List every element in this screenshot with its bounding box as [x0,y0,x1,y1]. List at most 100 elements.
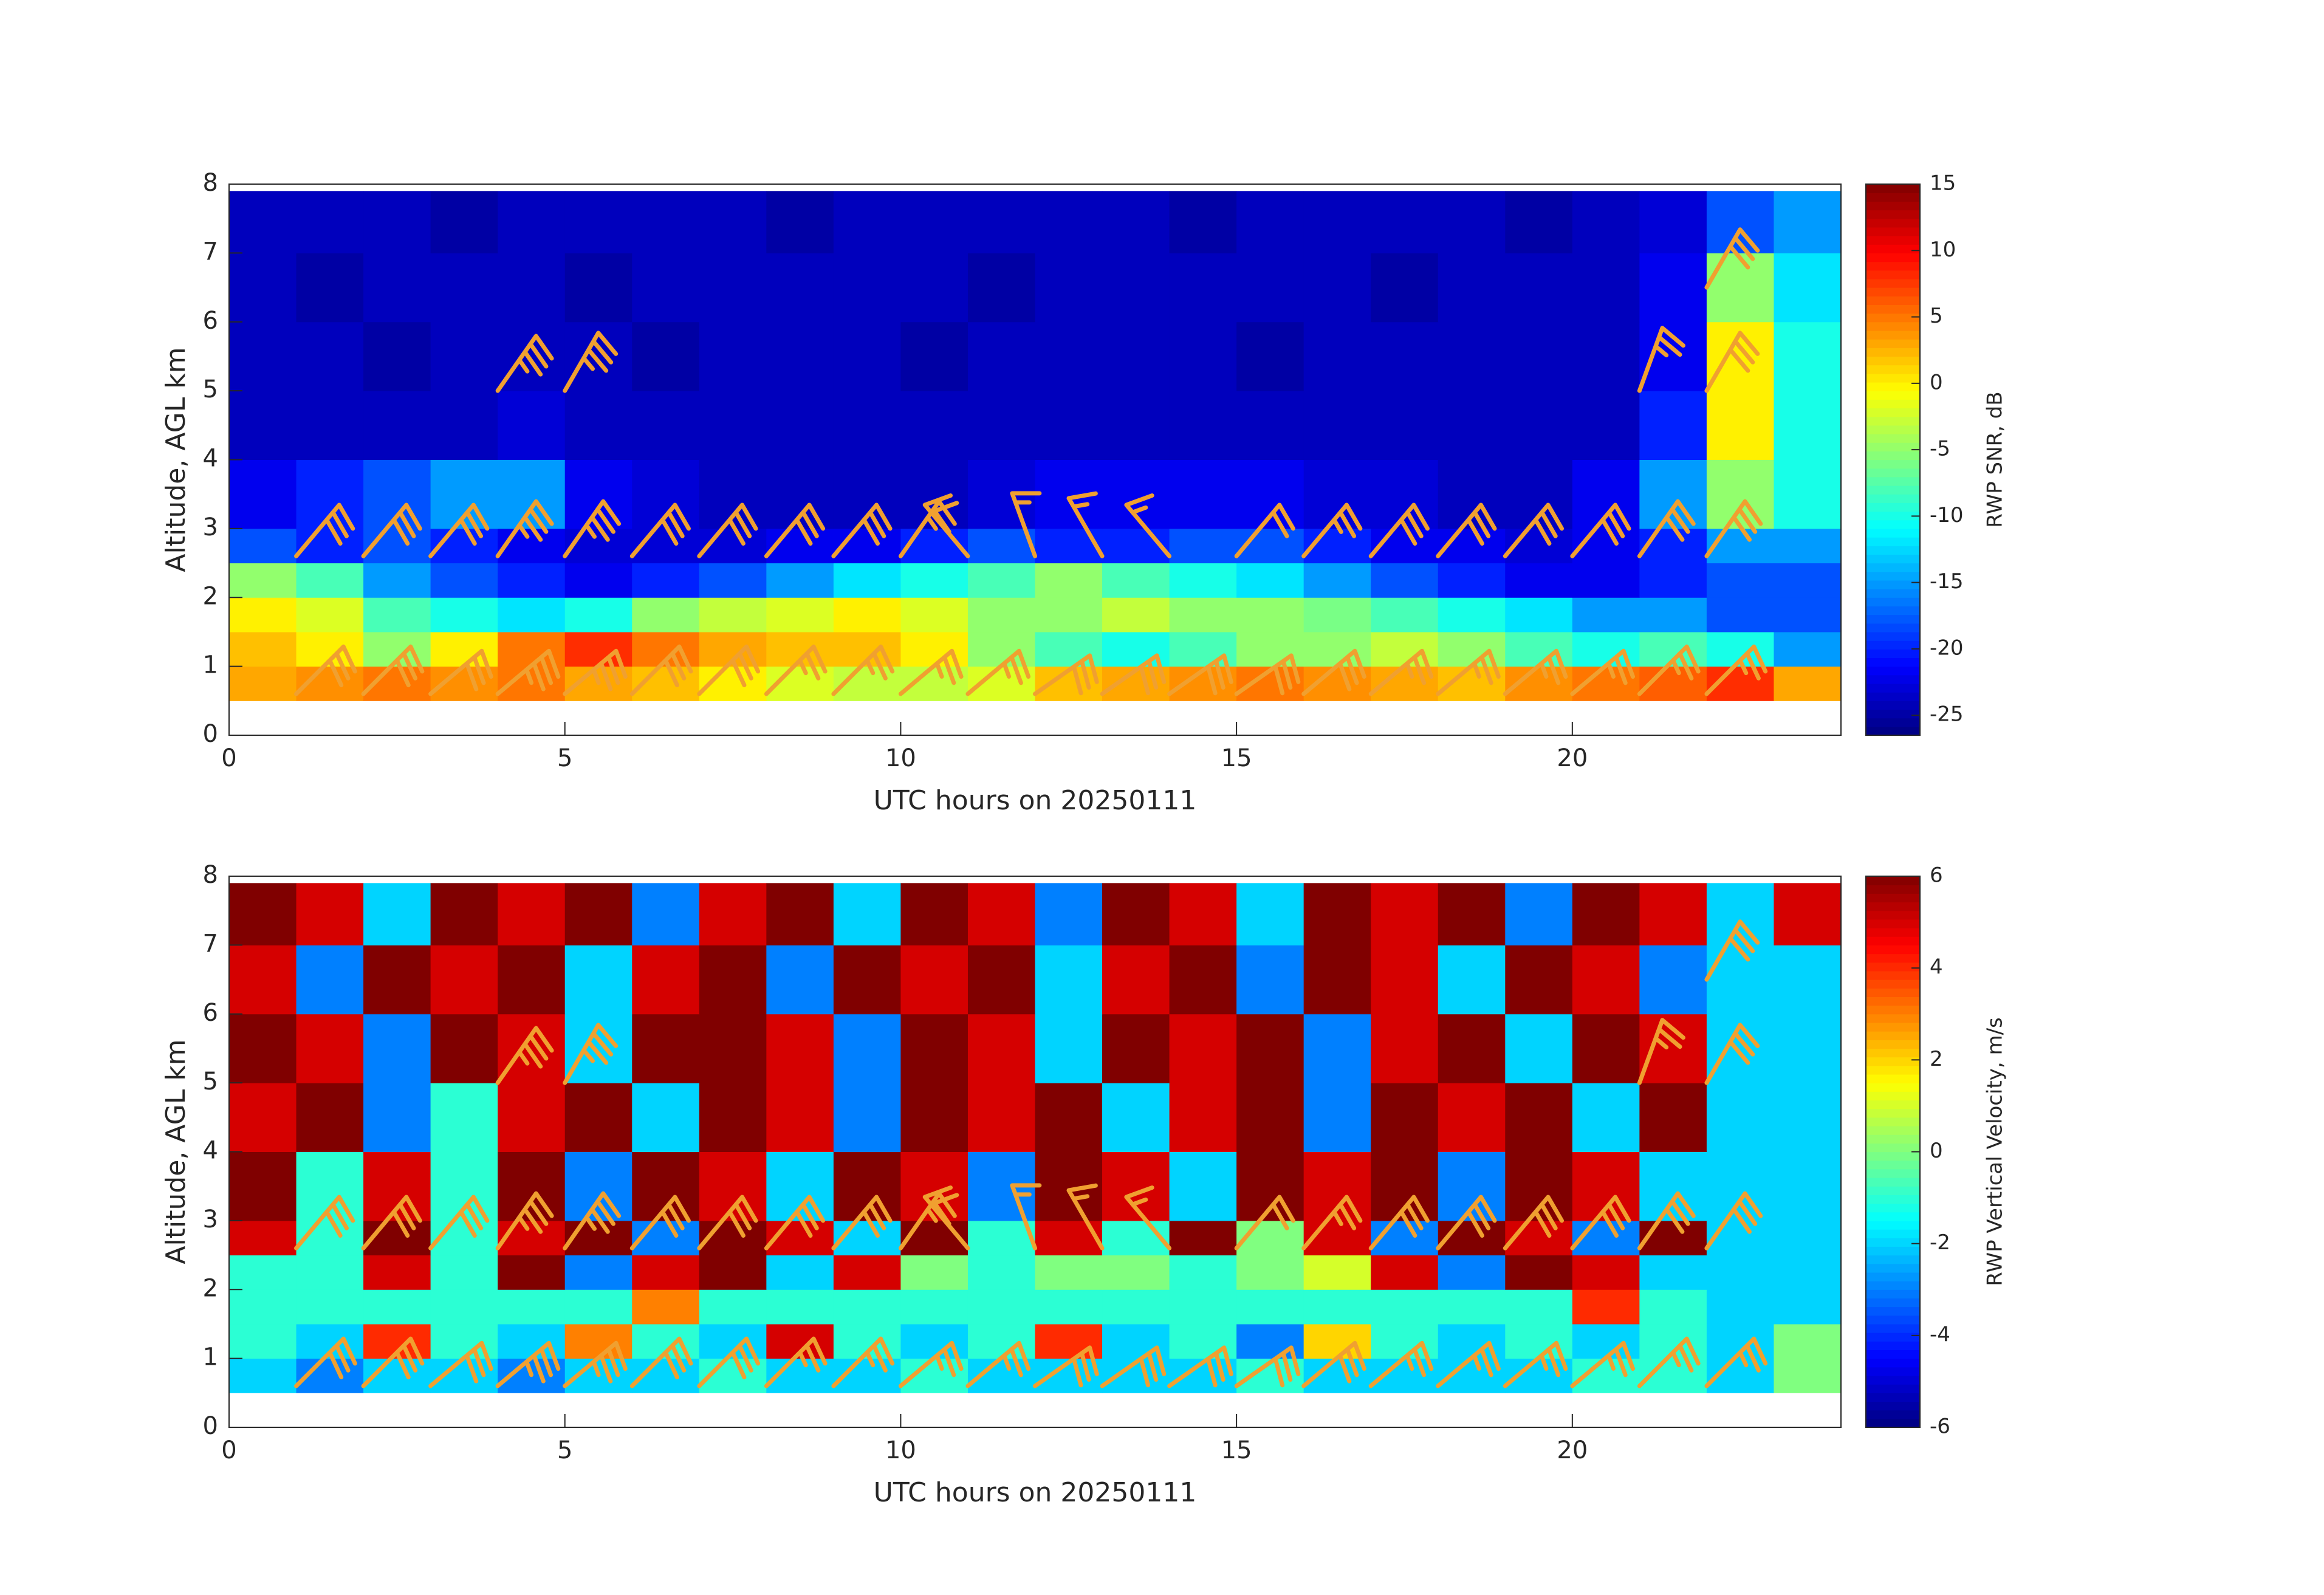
colorbar-step [1866,442,1920,451]
colorbar-label: RWP SNR, dB [1983,391,2007,527]
heatmap-cell [296,597,364,633]
heatmap-cell [564,459,632,529]
heatmap-cell [564,1289,632,1325]
colorbar-step [1866,468,1920,478]
wind-barb [1234,503,1295,558]
heatmap-cell [900,391,968,460]
colorbar-step [1866,1178,1920,1187]
heatmap-cell [1706,253,1774,323]
heatmap-cell [1639,321,1707,391]
heatmap-cell [1774,666,1842,701]
heatmap-cell [1774,528,1842,564]
colorbar-step [1866,1220,1920,1230]
wind-barb [1637,644,1701,696]
heatmap-cell [430,597,498,633]
colorbar-step [1866,278,1920,288]
wind-barb [1033,653,1099,696]
colorbar-step [1866,451,1920,461]
wind-barb [495,1340,561,1388]
colorbar-tick-label: 15 [1930,171,1956,196]
wind-barb [1066,491,1105,558]
wind-barb [697,644,761,696]
heatmap-cell [1102,563,1170,598]
heatmap-cell [498,597,566,633]
colorbar-step [1866,1100,1920,1110]
colorbar-step [1866,373,1920,383]
heatmap-cell [967,528,1035,564]
heatmap-cell [296,1289,364,1325]
panel: 0 5 10 15 20 0 1 2 3 4 5 6 7 8 UTC hours on 20250111 Al… [160,169,2007,816]
colorbar-tick-label: -25 [1930,702,1964,727]
heatmap-cell [766,321,834,391]
wind-barb [361,1336,425,1388]
colorbar-step [1866,945,1920,955]
heatmap-cell [363,1083,431,1152]
wind-barb [1124,493,1172,558]
heatmap-cell [430,1289,498,1325]
heatmap-cell [498,1220,566,1256]
heatmap-cell [1303,191,1371,253]
wind-barb [1100,1345,1167,1388]
heatmap-cell [1371,1083,1439,1152]
heatmap-cell [900,253,968,323]
colorbar-step [1866,885,1920,894]
heatmap-cell [1035,883,1103,945]
heatmap-cell [1236,1255,1304,1290]
heatmap-cell [1371,321,1439,391]
heatmap-cell [632,883,700,945]
heatmap-cell [699,391,767,460]
wind-barb [1301,503,1363,558]
heatmap-cell [564,1083,632,1152]
heatmap-cell [498,1323,566,1359]
colorbar-step [1866,365,1920,374]
colorbar-step [1866,1022,1920,1032]
heatmap-cell [1572,191,1640,253]
heatmap-cell [1169,253,1237,323]
heatmap-cell [967,321,1035,391]
heatmap-cell [1572,883,1640,945]
colorbar-step [1866,970,1920,980]
wind-barb [1503,503,1564,558]
colorbar-step [1866,1358,1920,1368]
heatmap-cell [296,563,364,598]
y-tick-label: 0 [203,720,218,748]
heatmap-cell [1505,1083,1573,1152]
colorbar-step [1866,201,1920,211]
heatmap-cell [900,597,968,633]
heatmap-cell [967,1255,1035,1290]
heatmap-cell [1169,191,1237,253]
heatmap-cell [766,883,834,945]
heatmap-cell [1035,253,1103,323]
wind-barb [1637,326,1685,393]
heatmap-cell [1774,631,1842,667]
heatmap-cell [1774,321,1842,391]
colorbar-step [1866,683,1920,693]
heatmap-cell [967,1323,1035,1359]
colorbar-step [1866,1057,1920,1066]
heatmap-cell [1639,459,1707,529]
colorbar-step [1866,304,1920,314]
heatmap-cell [1505,1289,1573,1325]
heatmap-cell [430,1014,498,1083]
heatmap-cell [296,321,364,391]
wind-barb [1234,1195,1295,1250]
heatmap-cell [1303,391,1371,460]
heatmap-cell [1639,945,1707,1015]
wind-barb [1301,648,1366,696]
heatmap-cell [1774,1014,1842,1083]
heatmap-cell [1303,1014,1371,1083]
colorbar-step [1866,962,1920,972]
wind-barb [1010,491,1042,558]
colorbar-step [1866,1375,1920,1385]
heatmap-cell [430,1255,498,1290]
heatmap-cell [632,563,700,598]
colorbar-step [1866,1298,1920,1308]
heatmap-cell [430,883,498,945]
x-tick-label: 5 [557,1436,572,1464]
colorbar-step [1866,649,1920,659]
heatmap-cell [1774,1323,1842,1359]
colorbar-tick-label: -4 [1930,1322,1950,1346]
heatmap-cell [229,1083,297,1152]
colorbar-step [1866,270,1920,280]
heatmap-cell [632,191,700,253]
